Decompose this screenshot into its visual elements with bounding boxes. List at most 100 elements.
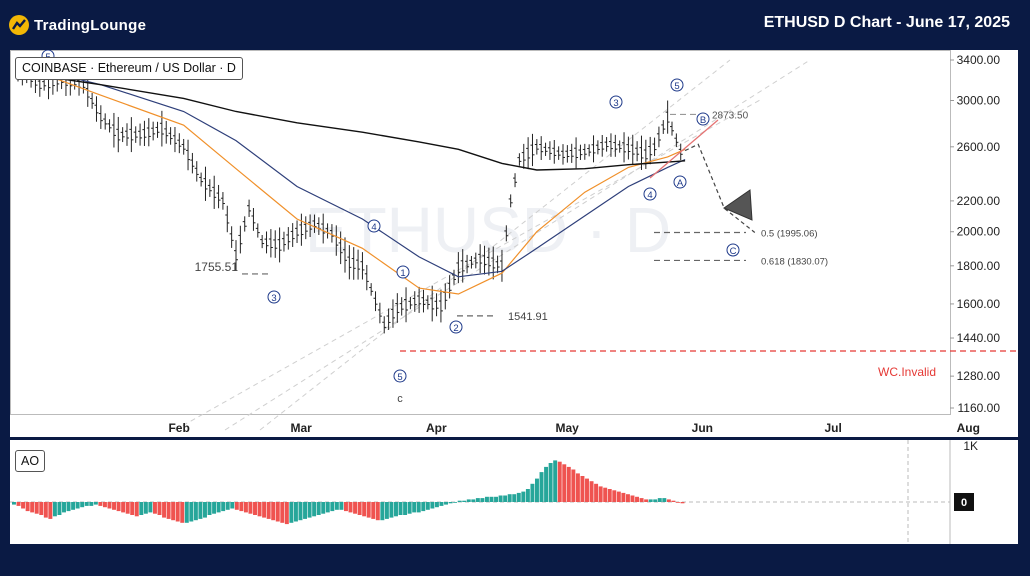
ao-bar	[375, 502, 380, 521]
ao-bar	[257, 502, 262, 517]
ao-bar	[112, 502, 117, 510]
ao-bar	[494, 496, 499, 502]
ao-bar	[653, 499, 658, 502]
ao-bar	[284, 502, 289, 525]
ao-bar	[480, 498, 485, 502]
wave-label-circle	[643, 187, 657, 201]
ao-bar	[162, 502, 167, 518]
brand-name: TradingLounge	[34, 16, 147, 34]
ao-bar	[171, 502, 176, 521]
ao-bar	[139, 502, 144, 515]
x-tick-label: Aug	[957, 421, 980, 435]
ao-bar	[430, 502, 435, 509]
ao-label[interactable]: AO	[15, 450, 46, 472]
wave-label-circle	[449, 320, 463, 334]
y-tick-label: 2200.00	[957, 194, 1001, 208]
ao-bar	[166, 502, 171, 519]
ao-bar	[239, 502, 244, 512]
ao-bar	[457, 500, 462, 502]
wave-label-circle	[696, 112, 710, 126]
brand-logo[interactable]: TradingLounge	[8, 13, 146, 37]
ao-bar	[425, 502, 430, 510]
ao-bar	[475, 498, 480, 502]
ao-bar	[175, 502, 180, 522]
ao-bar	[484, 496, 489, 502]
ao-bar	[212, 502, 217, 514]
ao-bar	[453, 502, 458, 503]
ao-bar	[243, 502, 248, 513]
ao-bar	[521, 491, 526, 502]
ao-bar	[498, 495, 503, 502]
y-tick-label: 1600.00	[957, 297, 1001, 311]
wave-label-text: C	[730, 246, 737, 257]
ao-bar	[466, 499, 471, 502]
ao-bar	[102, 502, 107, 508]
ao-bar	[143, 502, 148, 514]
ao-bar	[121, 502, 126, 513]
chart-title: ETHUSD D Chart - June 17, 2025	[763, 14, 1010, 31]
ao-bars	[12, 460, 685, 525]
ao-bar	[598, 486, 603, 502]
ao-bar	[630, 495, 635, 502]
ao-bar	[48, 502, 53, 519]
ao-bar	[225, 502, 230, 510]
ao-bar	[607, 489, 612, 502]
price-panel[interactable]: ETHUSD · D 3400.00 3000.00 2600.00 2200.00 20…	[10, 50, 1018, 437]
ao-bar	[407, 502, 412, 514]
wave-label-text: 2	[453, 323, 458, 334]
ao-bar	[571, 469, 576, 502]
price-chart[interactable]: ETHUSD · D3400.003000.002600.002200.0020…	[10, 50, 1018, 437]
wave-label-text: 4	[371, 222, 376, 233]
ao-bar	[621, 492, 626, 502]
ao-bar	[666, 499, 671, 502]
x-tick-label: Jun	[692, 421, 713, 435]
ao-bar	[316, 502, 321, 515]
ao-bar	[412, 502, 417, 513]
ao-bar	[648, 499, 653, 502]
ao-zero-badge	[954, 493, 974, 511]
watermark: ETHUSD · D	[305, 194, 671, 266]
ao-bar	[603, 487, 608, 502]
ao-bar	[471, 499, 476, 502]
ao-bar	[384, 502, 389, 519]
ao-bar	[525, 489, 530, 502]
ao-bar	[416, 502, 421, 513]
ao-bar	[489, 496, 494, 502]
symbol-label[interactable]: COINBASE · Ethereum / US Dollar · D	[15, 57, 243, 80]
ao-bar	[662, 498, 667, 502]
ao-bar	[134, 502, 139, 517]
ao-bar	[152, 502, 157, 514]
ao-bar	[230, 502, 235, 509]
ao-panel[interactable]: 1K 0 AO	[10, 440, 1018, 544]
ao-bar	[671, 500, 676, 502]
header-bar: TradingLounge ETHUSD D Chart - June 17, …	[0, 0, 1030, 48]
wave-label-text: 5	[674, 81, 679, 92]
ao-bar	[52, 502, 57, 517]
ao-bar	[348, 502, 353, 513]
ao-bar	[266, 502, 271, 519]
ao-bar	[207, 502, 212, 515]
wave-label-text: 4	[647, 190, 652, 201]
ao-bar	[25, 502, 30, 512]
ao-bar	[125, 502, 130, 514]
projection-path	[684, 143, 756, 233]
wave-label-circle	[396, 265, 410, 279]
wave-label-text: 1	[400, 268, 405, 279]
ao-bar	[421, 502, 426, 512]
wave-label-text: 3	[271, 293, 276, 304]
plot-frame	[10, 50, 951, 415]
level-2873-label: 2873.50	[712, 110, 749, 121]
y-tick-label: 1800.00	[957, 259, 1001, 273]
ao-bar	[130, 502, 135, 515]
ao-bar	[280, 502, 285, 523]
ao-bar	[39, 502, 44, 515]
ao-bar	[325, 502, 330, 513]
ao-chart[interactable]: 1K 0	[10, 440, 1018, 544]
ao-bar	[562, 464, 567, 502]
wave-label-text: B	[700, 115, 706, 126]
x-tick-label: Feb	[168, 421, 189, 435]
ao-bar	[116, 502, 121, 512]
wave-label-circle	[726, 243, 740, 257]
level-1541-label: 1541.91	[508, 311, 548, 323]
level-1755-label: 1755.51	[195, 260, 239, 274]
